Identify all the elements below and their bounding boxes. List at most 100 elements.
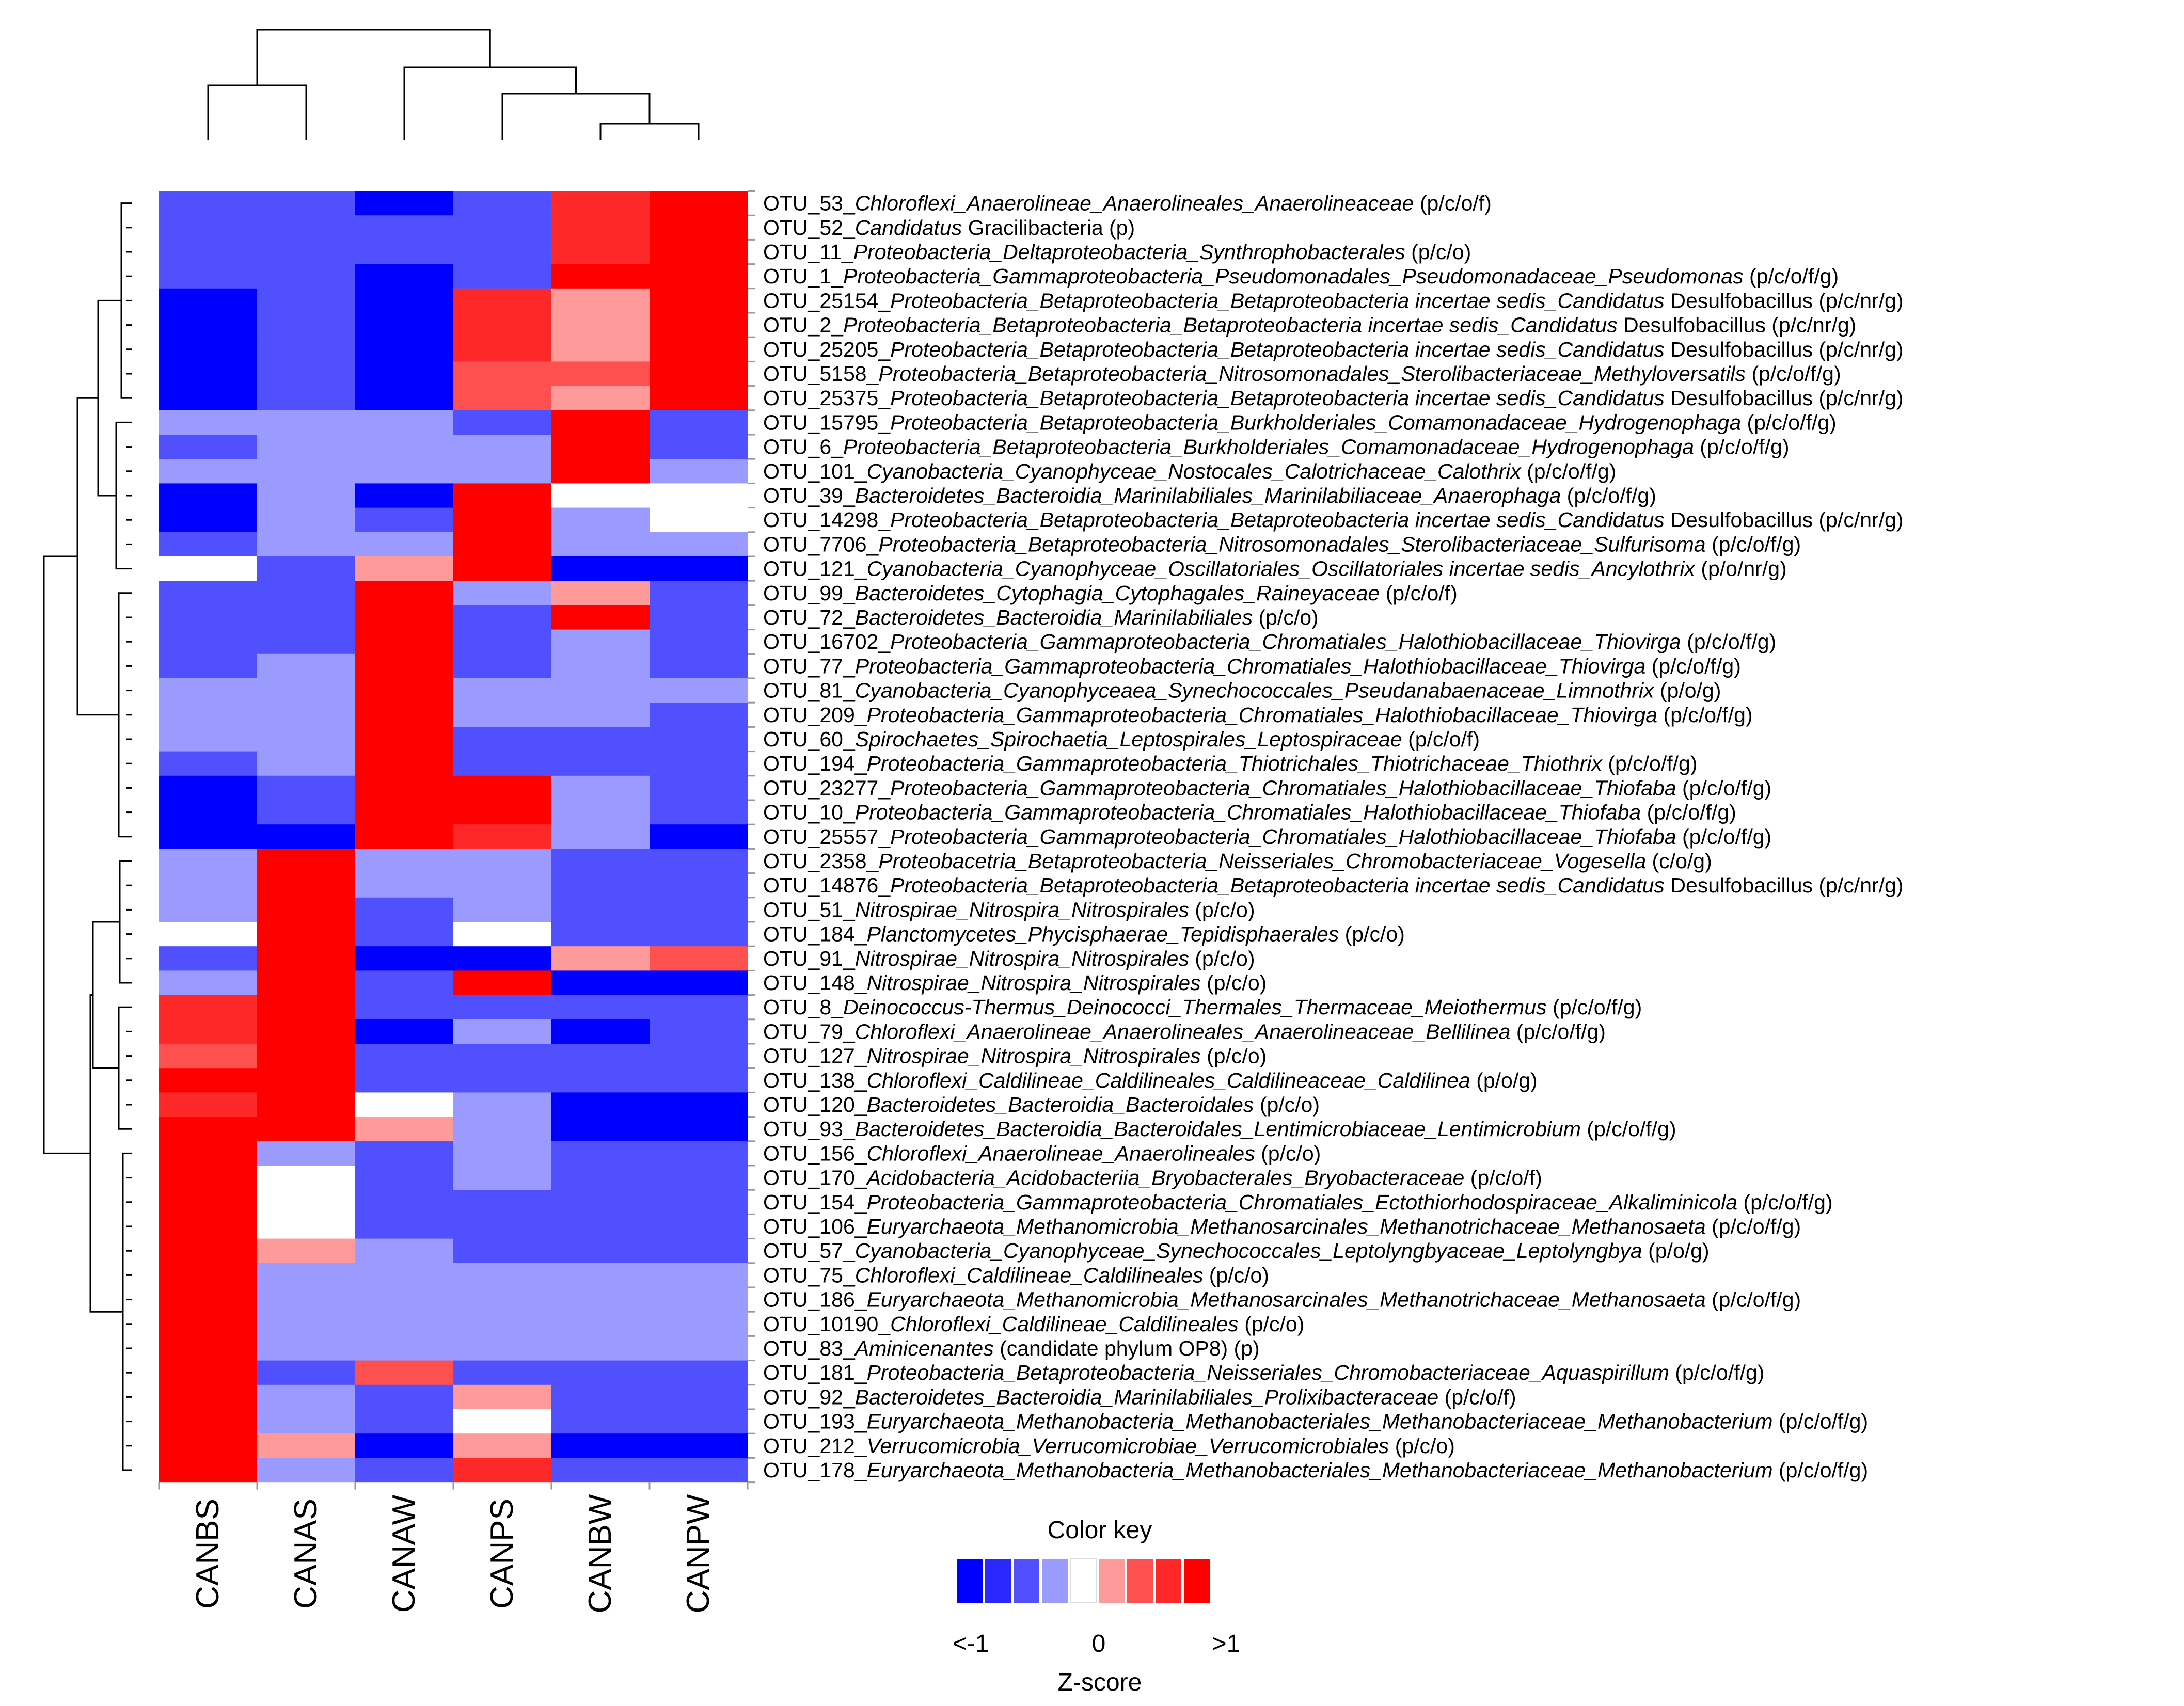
heatmap-cell: [257, 410, 356, 435]
heatmap-cell: [453, 970, 552, 996]
heatmap-cell: [551, 1166, 650, 1190]
row-label: OTU_25154_Proteobacteria_Betaproteobacte…: [763, 289, 1904, 312]
color-key-swatches: [957, 1558, 1210, 1603]
row-label: OTU_25557_Proteobacteria_Gammaproteobact…: [763, 825, 1771, 849]
heatmap-cell: [453, 873, 552, 898]
heatmap-cell: [355, 653, 454, 679]
heatmap-cell: [650, 751, 748, 776]
heatmap-cell: [159, 215, 258, 240]
color-key-mid-label: 0: [1092, 1630, 1106, 1657]
heatmap-cell: [650, 1384, 748, 1410]
heatmap-cell: [551, 191, 650, 216]
heatmap-cell: [355, 240, 454, 265]
heatmap-cell: [453, 775, 552, 801]
heatmap-cell: [257, 1190, 356, 1215]
heatmap-cell: [650, 995, 748, 1020]
heatmap-cell: [453, 1384, 552, 1410]
heatmap-cell: [159, 410, 258, 435]
heatmap-cell: [551, 897, 650, 922]
heatmap-cell: [551, 1238, 650, 1264]
heatmap-cell: [551, 849, 650, 874]
heatmap-cell: [257, 386, 356, 411]
heatmap-cell: [453, 313, 552, 338]
heatmap-cell: [453, 1214, 552, 1239]
heatmap-cell: [551, 483, 650, 508]
heatmap-cell: [257, 727, 356, 752]
heatmap-cell: [159, 1458, 258, 1483]
color-key-swatch: [1014, 1559, 1039, 1603]
heatmap-cell: [551, 1044, 650, 1069]
heatmap-cell: [650, 946, 748, 971]
heatmap-cell: [551, 1312, 650, 1336]
heatmap-cell: [355, 313, 454, 338]
heatmap-cell: [453, 653, 552, 679]
heatmap-cell: [159, 1214, 258, 1239]
heatmap-cell: [159, 1433, 258, 1458]
color-key-swatch: [985, 1559, 1011, 1603]
heatmap-cell: [650, 970, 748, 996]
row-label: OTU_15795_Proteobacteria_Betaproteobacte…: [763, 410, 1837, 434]
heatmap-cell: [257, 1117, 356, 1142]
heatmap-cell: [257, 800, 356, 825]
heatmap-cell: [355, 922, 454, 947]
heatmap-cell: [355, 581, 454, 605]
heatmap-cell: [159, 361, 258, 387]
row-label: OTU_53_Chloroflexi_Anaerolineae_Anaeroli…: [763, 192, 1492, 215]
heatmap-cell: [257, 873, 356, 898]
heatmap-cell: [650, 215, 748, 240]
color-key-max-label: >1: [1212, 1630, 1241, 1657]
row-label: OTU_79_Chloroflexi_Anaerolineae_Anaeroli…: [763, 1019, 1606, 1043]
row-label: OTU_212_Verrucomicrobia_Verrucomicrobiae…: [763, 1434, 1455, 1458]
heatmap-cell: [257, 1287, 356, 1312]
heatmap-cell: [453, 410, 552, 435]
heatmap-cell: [551, 386, 650, 411]
heatmap-cell: [453, 264, 552, 289]
heatmap-cell: [355, 727, 454, 752]
heatmap-cell: [453, 1117, 552, 1142]
heatmap-cell: [257, 1166, 356, 1190]
heatmap-cell: [159, 1409, 258, 1434]
heatmap-cell: [159, 386, 258, 411]
heatmap-cell: [650, 1190, 748, 1215]
column-label: CANAW: [386, 1494, 422, 1613]
heatmap-cell: [159, 1336, 258, 1361]
heatmap-cell: [159, 1092, 258, 1118]
row-dendrogram: [43, 202, 132, 1471]
heatmap-cell: [650, 1238, 748, 1264]
heatmap-cell: [257, 703, 356, 727]
heatmap-cell: [355, 897, 454, 922]
heatmap-cell: [453, 1190, 552, 1215]
column-dendrogram: [207, 29, 700, 140]
heatmap-cell: [650, 240, 748, 265]
row-label: OTU_7706_Proteobacteria_Betaproteobacter…: [763, 532, 1801, 556]
heatmap-cell: [355, 288, 454, 313]
heatmap-cell: [551, 824, 650, 849]
heatmap-cell: [650, 1068, 748, 1093]
heatmap-cell: [159, 1166, 258, 1190]
dendrogram-branch: [115, 421, 126, 570]
dendrogram-branch: [122, 1152, 126, 1471]
heatmap-cell: [551, 995, 650, 1020]
column-label: CANBW: [582, 1494, 618, 1613]
heatmap-cell: [453, 678, 552, 703]
heatmap-cell: [355, 264, 454, 289]
heatmap-cell: [159, 507, 258, 533]
heatmap-cell: [355, 629, 454, 655]
heatmap-cell: [551, 288, 650, 313]
heatmap-cell: [650, 824, 748, 849]
heatmap-cell: [453, 386, 552, 411]
heatmap-cell: [551, 703, 650, 727]
heatmap-cell: [551, 1384, 650, 1410]
row-label: OTU_2_Proteobacteria_Betaproteobacteria_…: [763, 313, 1856, 337]
heatmap-cell: [159, 240, 258, 265]
heatmap-cell: [355, 507, 454, 533]
row-label: OTU_25375_Proteobacteria_Betaproteobacte…: [763, 386, 1904, 410]
row-label: OTU_154_Proteobacteria_Gammaproteobacter…: [763, 1190, 1833, 1214]
column-label: CANPW: [680, 1494, 716, 1613]
heatmap-cell: [355, 1044, 454, 1069]
heatmap-cell: [650, 1214, 748, 1239]
heatmap-cell: [551, 435, 650, 459]
heatmap-cell: [159, 337, 258, 362]
heatmap-cell: [159, 1117, 258, 1142]
